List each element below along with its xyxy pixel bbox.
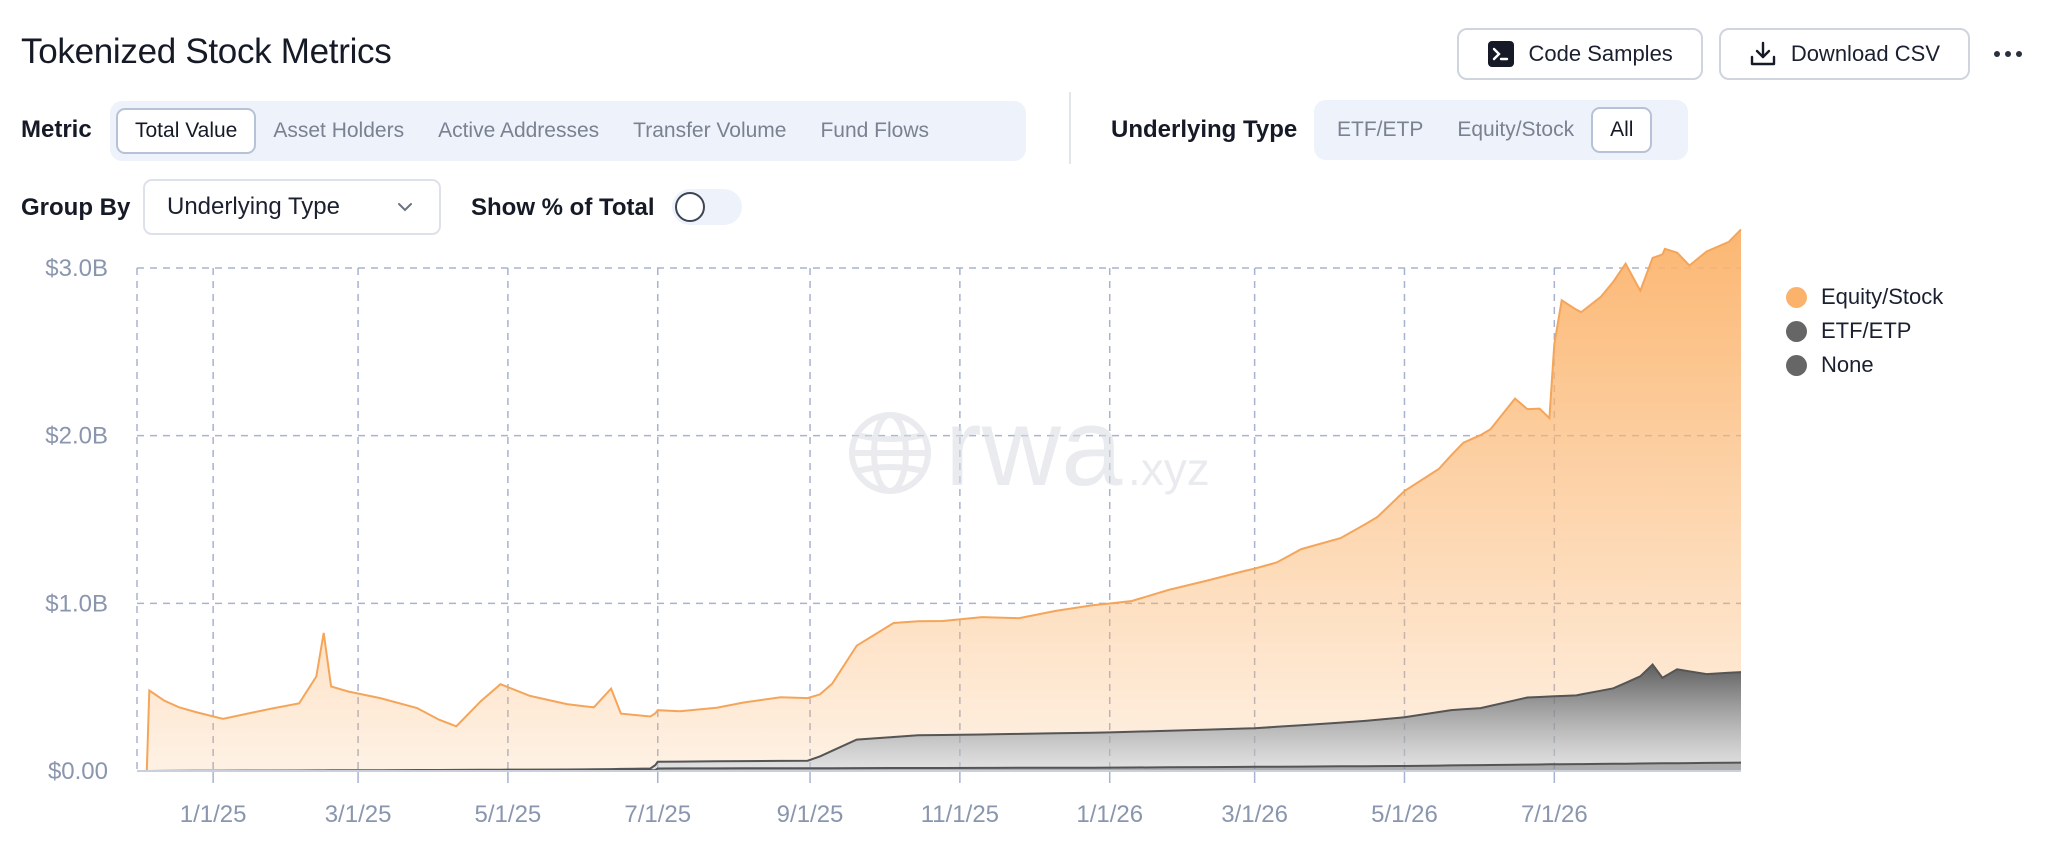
y-tick-label: $2.0B	[45, 423, 108, 450]
code-samples-label: Code Samples	[1528, 41, 1673, 66]
underlying-option-equity[interactable]: Equity/Stock	[1457, 118, 1575, 141]
metric-option-asset-holders[interactable]: Asset Holders	[273, 119, 405, 142]
top-actions: Code Samples Download CSV	[1456, 28, 2031, 80]
series-equity-line	[145, 228, 1742, 772]
group-by-value: Underlying Type	[167, 193, 340, 220]
series-layer	[145, 228, 1742, 772]
download-csv-label: Download CSV	[1790, 41, 1940, 66]
terminal-icon	[1487, 41, 1514, 67]
y-tick-label: $3.0B	[45, 255, 108, 282]
watermark-text: rwa	[945, 386, 1123, 509]
metric-selector: Total Value Asset Holders Active Address…	[110, 101, 1026, 161]
x-tick-label: 5/1/26	[1371, 801, 1438, 828]
metric-option-total-value[interactable]: Total Value	[116, 108, 257, 154]
underlying-type-label: Underlying Type	[1111, 116, 1298, 143]
metric-label: Metric	[21, 116, 92, 143]
legend-label-none: None	[1821, 352, 1874, 377]
watermark-suffix: .xyz	[1128, 443, 1210, 495]
underlying-option-all[interactable]: All	[1591, 107, 1653, 153]
x-tick-label: 5/1/25	[475, 801, 542, 828]
globe-icon	[849, 412, 931, 494]
legend-swatch-etf	[1786, 320, 1807, 342]
download-icon	[1750, 41, 1776, 66]
legend: Equity/Stock ETF/ETP None	[1786, 280, 1943, 382]
x-tick-label: 9/1/25	[777, 801, 844, 828]
group-by-label: Group By	[21, 194, 131, 221]
x-tick-label: 7/1/26	[1521, 801, 1588, 828]
group-by-select[interactable]: Underlying Type	[143, 179, 441, 235]
legend-label-etf: ETF/ETP	[1821, 318, 1912, 343]
axes: $0.00 $1.0B $2.0B $3.0B 1/1/25 3/1/25 5/1/25 7/…	[45, 255, 1741, 828]
x-tick-label: 11/1/25	[921, 801, 999, 828]
code-samples-button[interactable]: Code Samples	[1456, 28, 1703, 80]
metric-option-active-addresses[interactable]: Active Addresses	[438, 119, 600, 142]
legend-swatch-none	[1786, 354, 1807, 376]
underlying-type-selector: ETF/ETP Equity/Stock All	[1314, 100, 1688, 160]
page-title: Tokenized Stock Metrics	[21, 32, 392, 71]
x-tick-label: 3/1/25	[325, 801, 392, 828]
x-tick-label: 1/1/25	[180, 801, 247, 828]
legend-item-etf[interactable]: ETF/ETP	[1786, 314, 1943, 348]
underlying-option-etf[interactable]: ETF/ETP	[1337, 118, 1424, 141]
show-pct-toggle[interactable]	[672, 189, 742, 225]
series-etf-area	[146, 664, 1741, 771]
legend-item-none[interactable]: None	[1786, 348, 1943, 382]
divider	[1069, 92, 1071, 164]
legend-swatch-equity	[1786, 286, 1807, 308]
y-tick-label: $0.00	[48, 758, 108, 785]
metric-option-transfer-volume[interactable]: Transfer Volume	[633, 119, 787, 142]
y-tick-label: $1.0B	[45, 590, 108, 617]
metric-option-fund-flows[interactable]: Fund Flows	[820, 119, 930, 142]
toggle-knob	[675, 192, 705, 222]
legend-label-equity: Equity/Stock	[1821, 284, 1944, 309]
x-tick-label: 1/1/26	[1076, 801, 1143, 828]
watermark: rwa .xyz	[849, 386, 1210, 509]
chevron-down-icon	[398, 203, 412, 212]
x-tick-label: 7/1/25	[624, 801, 691, 828]
legend-item-equity[interactable]: Equity/Stock	[1786, 280, 1943, 314]
x-tick-label: 3/1/26	[1221, 801, 1288, 828]
show-pct-label: Show % of Total	[471, 194, 655, 221]
series-none-area	[146, 762, 1741, 771]
more-options-icon[interactable]	[1986, 32, 2030, 76]
series-equity-area	[146, 229, 1741, 771]
download-csv-button[interactable]: Download CSV	[1718, 28, 1970, 80]
